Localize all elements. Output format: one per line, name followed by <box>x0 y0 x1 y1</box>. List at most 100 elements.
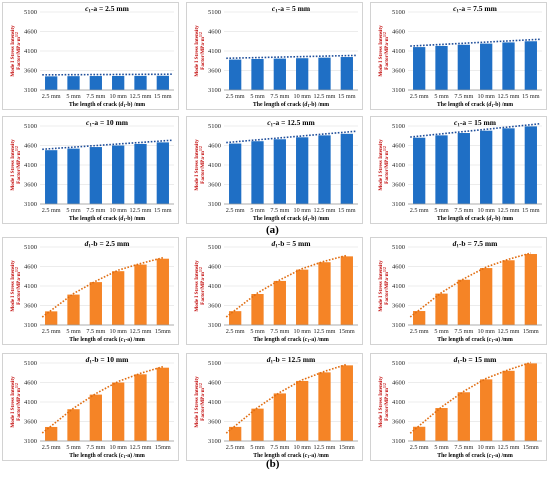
x-tick-label: 7.5 mm <box>454 207 473 214</box>
y-tick-label: 5100 <box>24 123 37 130</box>
x-tick-label: 5 mm <box>434 93 448 100</box>
bar <box>340 256 353 325</box>
y-tick-label: 3600 <box>24 303 37 310</box>
y-axis-label: Mode I Stress IntensityFactor/MPa·m1/2 <box>378 139 390 191</box>
x-tick-label: 7.5 mm <box>270 328 289 335</box>
y-tick-label: 3600 <box>392 303 405 310</box>
x-tick-label: 12.5 mm <box>313 444 335 451</box>
x-tick-label: 10 mm <box>109 328 127 335</box>
y-tick-label: 3100 <box>208 322 221 329</box>
y-axis-label: Mode I Stress IntensityFactor/MPa·m1/2 <box>10 139 22 191</box>
y-tick-label: 5100 <box>392 360 405 367</box>
x-tick-label: 15mm <box>339 444 355 451</box>
chart-title: d1-b = 12.5 mm <box>267 355 316 366</box>
y-axis-label: Mode I Stress IntensityFactor/MPa·m1/2 <box>10 260 22 312</box>
y-tick-label: 3100 <box>392 87 405 94</box>
bar <box>134 264 147 325</box>
x-tick-label: 5 mm <box>66 207 80 214</box>
y-tick-label: 3600 <box>208 419 221 426</box>
trendline <box>42 73 172 76</box>
x-tick-label: 10 mm <box>477 328 495 335</box>
bar <box>134 374 147 441</box>
bar <box>413 137 426 204</box>
x-axis-label: The length of crack (d1-b) /mm <box>69 215 145 222</box>
x-axis-label: The length of crack (c1-a) /mm <box>69 452 145 459</box>
y-axis-label: Mode I Stress IntensityFactor/MPa·m1/2 <box>194 376 206 428</box>
bar <box>112 145 125 204</box>
bar <box>251 58 264 90</box>
bar <box>457 133 470 204</box>
trendline <box>41 256 164 318</box>
x-tick-label: 5 mm <box>66 328 80 335</box>
y-tick-label: 3100 <box>208 201 221 208</box>
y-tick-label: 5100 <box>392 9 405 16</box>
bar <box>273 393 286 441</box>
chart-panel: c1-a = 5 mm 3100 3600 4100 4600 5100 Mode I St… <box>186 2 363 110</box>
chart-title: c1-a = 7.5 mm <box>453 4 498 15</box>
y-tick-label: 4600 <box>24 29 37 36</box>
x-tick-label: 7.5 mm <box>454 444 473 451</box>
chart-title: c1-a = 12.5 mm <box>267 118 315 129</box>
chart-title: d1-b = 2.5 mm <box>85 239 130 250</box>
bar <box>340 57 353 90</box>
y-tick-label: 3600 <box>208 303 221 310</box>
y-tick-label: 4100 <box>392 48 405 55</box>
bar <box>67 294 80 325</box>
bar <box>296 137 309 204</box>
y-tick-label: 4100 <box>24 283 37 290</box>
x-tick-label: 5 mm <box>250 444 264 451</box>
x-tick-label: 2.5 mm <box>226 444 245 451</box>
bar <box>435 135 448 204</box>
y-tick-label: 4100 <box>208 399 221 406</box>
bar <box>318 57 331 90</box>
y-tick-label: 5100 <box>24 244 37 251</box>
x-tick-label: 12.5 mm <box>497 93 519 100</box>
x-tick-label: 15 mm <box>522 207 540 214</box>
bar <box>134 75 147 90</box>
y-tick-label: 3600 <box>24 182 37 189</box>
trendline <box>225 363 348 434</box>
y-axis-label: Mode I Stress IntensityFactor/MPa·m1/2 <box>10 25 22 77</box>
bar <box>273 58 286 90</box>
bar <box>502 260 515 325</box>
x-tick-label: 2.5 mm <box>42 207 61 214</box>
x-tick-label: 12.5 mm <box>497 444 519 451</box>
chart-panel: d1-b = 5 mm 3100 3600 4100 4600 5100 Mode I St… <box>186 237 363 345</box>
bar <box>413 426 426 441</box>
x-tick-label: 12.5 mm <box>129 444 151 451</box>
bar <box>156 367 169 441</box>
y-tick-label: 4600 <box>392 29 405 36</box>
x-tick-label: 5 mm <box>434 207 448 214</box>
x-tick-label: 2.5 mm <box>410 444 429 451</box>
bar <box>89 147 102 204</box>
x-tick-label: 15mm <box>523 328 539 335</box>
bar <box>251 408 264 441</box>
bar <box>229 426 242 441</box>
x-axis-label: The length of crack (d1-b) /mm <box>437 215 513 222</box>
x-tick-label: 10 mm <box>293 207 311 214</box>
bar <box>251 293 264 325</box>
y-tick-label: 3100 <box>24 87 37 94</box>
figure-label-b: (b) <box>266 458 280 470</box>
y-tick-label: 4600 <box>392 143 405 150</box>
y-tick-label: 3600 <box>392 182 405 189</box>
chart-title: c1-a = 2.5 mm <box>85 4 130 15</box>
chart-panel: d1-b = 12.5 mm 3100 3600 4100 4600 5100 Mode I… <box>186 353 363 461</box>
y-tick-label: 5100 <box>24 9 37 16</box>
x-tick-label: 2.5 mm <box>42 328 61 335</box>
bar <box>156 75 169 90</box>
bar <box>273 139 286 204</box>
x-axis-label: The length of crack (c1-a) /mm <box>253 336 329 343</box>
bar <box>318 262 331 325</box>
bar <box>273 280 286 325</box>
x-tick-label: 15mm <box>155 328 171 335</box>
x-axis-label: The length of crack (d1-b) /mm <box>69 101 145 108</box>
y-tick-label: 4100 <box>392 399 405 406</box>
x-tick-label: 2.5 mm <box>226 93 245 100</box>
bar <box>480 43 493 90</box>
y-tick-label: 3100 <box>392 322 405 329</box>
y-axis-label: Mode I Stress IntensityFactor/MPa·m1/2 <box>10 376 22 428</box>
y-tick-label: 3600 <box>392 419 405 426</box>
bar <box>457 44 470 90</box>
